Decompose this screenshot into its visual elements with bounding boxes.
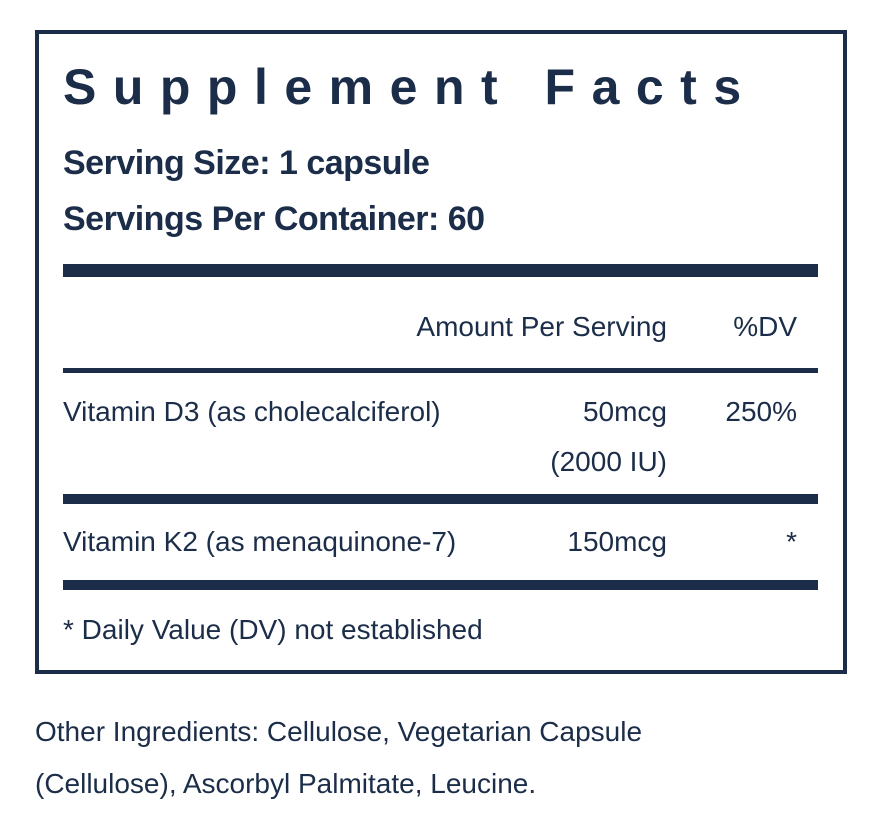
thick-rule (63, 264, 818, 277)
amount: 150mcg (567, 526, 667, 557)
other-ingredients: (Cellulose), Ascorbyl Palmitate, Leucine… (35, 768, 537, 799)
rule (63, 580, 818, 590)
rule (63, 494, 818, 504)
nutrient-name: Vitamin K2 (as menaquinone-7) (63, 526, 457, 557)
rule (63, 368, 818, 373)
amount: (2000 IU) (550, 446, 667, 477)
servings-per-container: Servings Per Container: 60 (63, 200, 485, 238)
label-border (35, 30, 847, 674)
daily-value: 250% (725, 396, 797, 427)
other-ingredients: Other Ingredients: Cellulose, Vegetarian… (35, 716, 643, 747)
header-dv: %DV (733, 311, 797, 342)
daily-value: * (786, 526, 797, 557)
title: Supplement Facts (63, 59, 758, 115)
header-amount: Amount Per Serving (416, 311, 667, 342)
amount: 50mcg (582, 396, 667, 427)
serving-size: Serving Size: 1 capsule (63, 144, 430, 182)
nutrient-name: Vitamin D3 (as cholecalciferol) (63, 396, 441, 427)
footnote: * Daily Value (DV) not established (63, 614, 483, 645)
